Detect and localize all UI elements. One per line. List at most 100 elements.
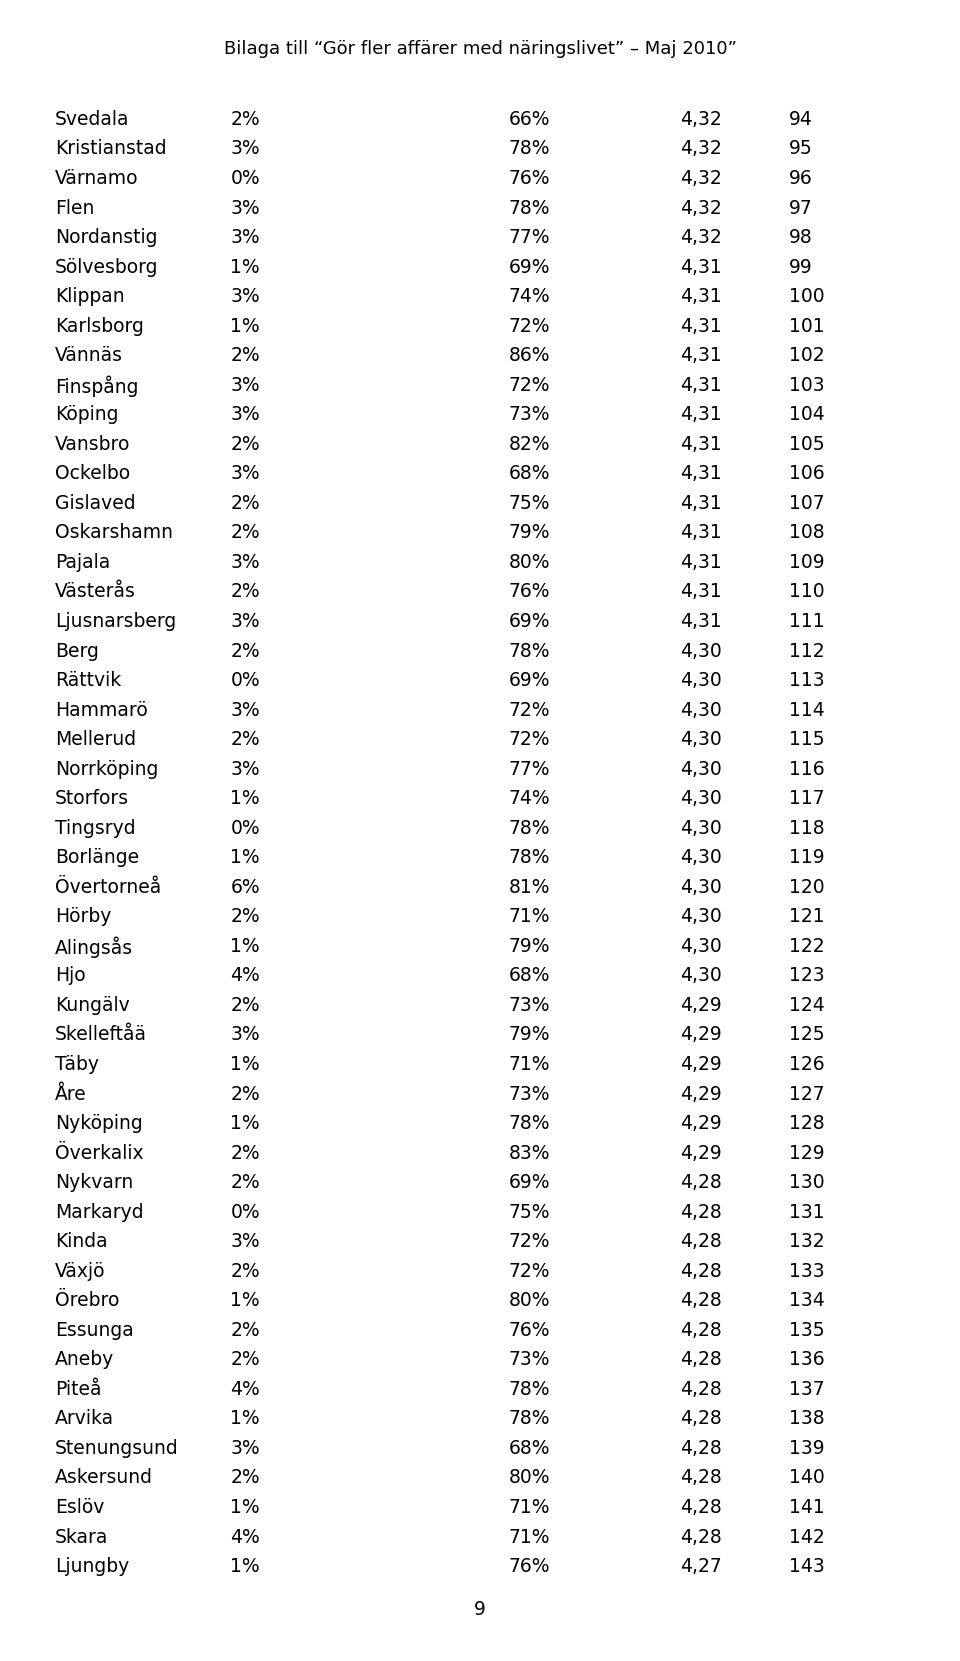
Text: 126: 126 bbox=[789, 1055, 825, 1075]
Text: 72%: 72% bbox=[509, 1262, 550, 1281]
Text: 78%: 78% bbox=[509, 199, 550, 218]
Text: 2%: 2% bbox=[230, 1262, 260, 1281]
Text: 117: 117 bbox=[789, 789, 825, 809]
Text: Åre: Åre bbox=[55, 1085, 86, 1103]
Text: 4,29: 4,29 bbox=[680, 1025, 721, 1045]
Text: 78%: 78% bbox=[509, 641, 550, 661]
Text: Nykvarn: Nykvarn bbox=[55, 1173, 133, 1193]
Text: 4,28: 4,28 bbox=[680, 1262, 721, 1281]
Text: Mellerud: Mellerud bbox=[55, 731, 136, 749]
Text: 83%: 83% bbox=[509, 1144, 550, 1163]
Text: 121: 121 bbox=[789, 907, 825, 927]
Text: 78%: 78% bbox=[509, 1410, 550, 1428]
Text: Vännäs: Vännäs bbox=[55, 345, 123, 365]
Text: Ockelbo: Ockelbo bbox=[55, 465, 130, 483]
Text: Karlsborg: Karlsborg bbox=[55, 317, 144, 336]
Text: Ljungby: Ljungby bbox=[55, 1556, 129, 1576]
Text: 1%: 1% bbox=[230, 257, 260, 277]
Text: 97: 97 bbox=[789, 199, 813, 218]
Text: 2%: 2% bbox=[230, 110, 260, 130]
Text: 104: 104 bbox=[789, 405, 825, 424]
Text: 4,28: 4,28 bbox=[680, 1528, 721, 1546]
Text: 4,30: 4,30 bbox=[680, 819, 721, 837]
Text: 101: 101 bbox=[789, 317, 825, 336]
Text: 4,32: 4,32 bbox=[680, 169, 721, 188]
Text: 81%: 81% bbox=[509, 877, 550, 897]
Text: 112: 112 bbox=[789, 641, 825, 661]
Text: 73%: 73% bbox=[509, 405, 550, 424]
Text: 105: 105 bbox=[789, 435, 825, 453]
Text: 2%: 2% bbox=[230, 435, 260, 453]
Text: Sölvesborg: Sölvesborg bbox=[55, 257, 158, 277]
Text: 86%: 86% bbox=[509, 345, 550, 365]
Text: 78%: 78% bbox=[509, 1115, 550, 1133]
Text: 4,32: 4,32 bbox=[680, 110, 721, 130]
Text: 139: 139 bbox=[789, 1438, 825, 1458]
Text: Överkalix: Överkalix bbox=[55, 1144, 143, 1163]
Text: 128: 128 bbox=[789, 1115, 825, 1133]
Text: 4,29: 4,29 bbox=[680, 1055, 721, 1075]
Text: 75%: 75% bbox=[509, 1203, 550, 1221]
Text: Markaryd: Markaryd bbox=[55, 1203, 143, 1221]
Text: 114: 114 bbox=[789, 701, 825, 719]
Text: 68%: 68% bbox=[509, 967, 550, 985]
Text: 3%: 3% bbox=[230, 228, 260, 247]
Text: Nordanstig: Nordanstig bbox=[55, 228, 157, 247]
Text: 0%: 0% bbox=[230, 1203, 260, 1221]
Text: 2%: 2% bbox=[230, 907, 260, 927]
Text: 71%: 71% bbox=[509, 907, 550, 927]
Text: 102: 102 bbox=[789, 345, 825, 365]
Text: 82%: 82% bbox=[509, 435, 550, 453]
Text: 1%: 1% bbox=[230, 1291, 260, 1311]
Text: 0%: 0% bbox=[230, 671, 260, 689]
Text: Essunga: Essunga bbox=[55, 1320, 133, 1340]
Text: 100: 100 bbox=[789, 287, 825, 306]
Text: 4,32: 4,32 bbox=[680, 228, 721, 247]
Text: Växjö: Växjö bbox=[55, 1262, 106, 1281]
Text: 78%: 78% bbox=[509, 1380, 550, 1399]
Text: 72%: 72% bbox=[509, 1232, 550, 1251]
Text: 129: 129 bbox=[789, 1144, 825, 1163]
Text: 69%: 69% bbox=[509, 611, 550, 631]
Text: 3%: 3% bbox=[230, 375, 260, 395]
Text: Skelleftåä: Skelleftåä bbox=[55, 1025, 147, 1045]
Text: 76%: 76% bbox=[509, 1556, 550, 1576]
Text: 6%: 6% bbox=[230, 877, 260, 897]
Text: 1%: 1% bbox=[230, 1115, 260, 1133]
Text: 77%: 77% bbox=[509, 759, 550, 779]
Text: 4,30: 4,30 bbox=[680, 907, 721, 927]
Text: 73%: 73% bbox=[509, 1085, 550, 1103]
Text: 135: 135 bbox=[789, 1320, 825, 1340]
Text: 98: 98 bbox=[789, 228, 813, 247]
Text: 4,31: 4,31 bbox=[680, 375, 721, 395]
Text: Alingsås: Alingsås bbox=[55, 937, 132, 958]
Text: 3%: 3% bbox=[230, 140, 260, 158]
Text: Finspång: Finspång bbox=[55, 375, 138, 397]
Text: 136: 136 bbox=[789, 1350, 825, 1369]
Text: Tingsryd: Tingsryd bbox=[55, 819, 135, 837]
Text: 122: 122 bbox=[789, 937, 825, 955]
Text: 72%: 72% bbox=[509, 317, 550, 336]
Text: Hörby: Hörby bbox=[55, 907, 111, 927]
Text: 73%: 73% bbox=[509, 997, 550, 1015]
Text: 95: 95 bbox=[789, 140, 813, 158]
Text: 4,31: 4,31 bbox=[680, 317, 721, 336]
Text: 71%: 71% bbox=[509, 1528, 550, 1546]
Text: 124: 124 bbox=[789, 997, 825, 1015]
Text: 74%: 74% bbox=[509, 789, 550, 809]
Text: 9: 9 bbox=[474, 1601, 486, 1619]
Text: 119: 119 bbox=[789, 849, 825, 867]
Text: 138: 138 bbox=[789, 1410, 825, 1428]
Text: 0%: 0% bbox=[230, 819, 260, 837]
Text: 4,32: 4,32 bbox=[680, 140, 721, 158]
Text: 4,30: 4,30 bbox=[680, 789, 721, 809]
Text: 71%: 71% bbox=[509, 1055, 550, 1075]
Text: 4,30: 4,30 bbox=[680, 849, 721, 867]
Text: 109: 109 bbox=[789, 553, 825, 571]
Text: 79%: 79% bbox=[509, 1025, 550, 1045]
Text: 3%: 3% bbox=[230, 1438, 260, 1458]
Text: Oskarshamn: Oskarshamn bbox=[55, 523, 173, 543]
Text: 99: 99 bbox=[789, 257, 813, 277]
Text: Klippan: Klippan bbox=[55, 287, 125, 306]
Text: 2%: 2% bbox=[230, 1468, 260, 1488]
